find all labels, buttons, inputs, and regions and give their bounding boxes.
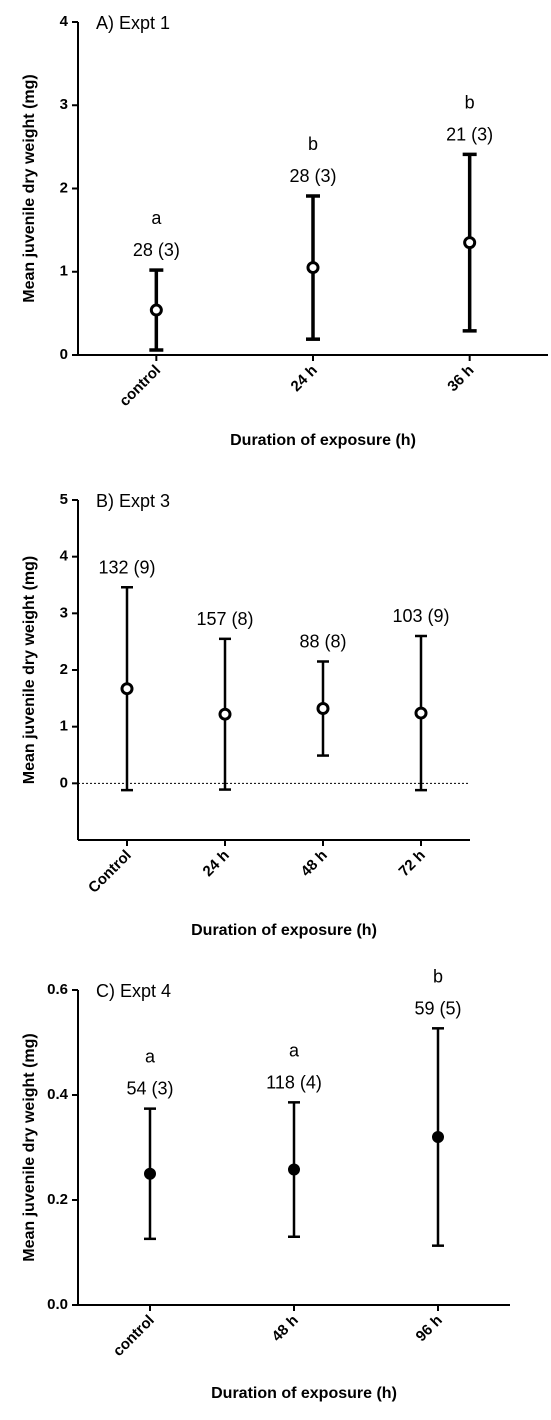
sample-label: 59 (5): [414, 998, 461, 1018]
y-tick-label: 2: [60, 179, 68, 196]
x-tick-label: 48 h: [269, 1312, 302, 1345]
sample-label: 54 (3): [126, 1079, 173, 1099]
point: [306, 261, 320, 275]
x-tick-label: control: [110, 1312, 158, 1360]
x-tick-label: 96 h: [413, 1312, 446, 1345]
y-tick-label: 0.6: [47, 981, 68, 998]
y-tick-label: 0: [60, 346, 68, 363]
x-axis-title: Duration of exposure (h): [191, 922, 377, 939]
x-tick-label: Control: [85, 847, 135, 897]
y-axis-title: Mean juvenile dry weight (mg): [21, 1033, 38, 1261]
point: [288, 1163, 300, 1176]
group-letter: b: [308, 134, 318, 154]
y-tick-label: 3: [60, 96, 68, 113]
point: [316, 702, 330, 716]
x-tick-label: 48 h: [298, 847, 331, 880]
x-tick-label: 36 h: [444, 362, 477, 395]
x-tick-label: 72 h: [396, 847, 429, 880]
y-tick-label: 3: [60, 604, 68, 621]
point: [120, 682, 134, 696]
y-tick-label: 4: [60, 548, 69, 565]
point: [432, 1131, 444, 1143]
x-axis-title: Duration of exposure (h): [230, 432, 416, 449]
panel-title: A) Expt 1: [96, 13, 170, 33]
sample-label: 28 (3): [289, 166, 336, 186]
group-letter: a: [145, 1047, 156, 1067]
point: [149, 303, 163, 317]
panel-title: B) Expt 3: [96, 491, 170, 511]
y-axis-title: Mean juvenile dry weight (mg): [21, 74, 38, 302]
y-tick-label: 4: [60, 13, 69, 30]
sample-label: 28 (3): [133, 240, 180, 260]
point: [218, 707, 232, 721]
y-tick-label: 1: [60, 263, 68, 280]
y-tick-label: 0: [60, 774, 68, 791]
x-tick-label: 24 h: [288, 362, 321, 395]
y-axis-title: Mean juvenile dry weight (mg): [21, 556, 38, 784]
x-axis-title: Duration of exposure (h): [211, 1385, 397, 1402]
sample-label: 103 (9): [392, 606, 449, 626]
y-tick-label: 1: [60, 718, 68, 735]
sample-label: 88 (8): [299, 632, 346, 652]
point: [414, 706, 428, 720]
panel-title: C) Expt 4: [96, 981, 171, 1001]
group-letter: a: [289, 1040, 300, 1060]
sample-label: 132 (9): [98, 557, 155, 577]
y-tick-label: 0.4: [47, 1086, 69, 1103]
y-tick-label: 2: [60, 661, 68, 678]
group-letter: b: [433, 966, 443, 986]
sample-label: 157 (8): [196, 609, 253, 629]
y-tick-label: 5: [60, 491, 68, 508]
sample-label: 118 (4): [266, 1072, 322, 1092]
group-letter: a: [151, 208, 162, 228]
sample-label: 21 (3): [446, 124, 493, 144]
point: [144, 1167, 156, 1180]
y-tick-label: 0.0: [47, 1296, 68, 1313]
group-letter: b: [465, 92, 475, 112]
point: [463, 236, 477, 250]
x-tick-label: 24 h: [200, 847, 233, 880]
y-tick-label: 0.2: [47, 1191, 68, 1208]
x-tick-label: control: [116, 362, 164, 410]
